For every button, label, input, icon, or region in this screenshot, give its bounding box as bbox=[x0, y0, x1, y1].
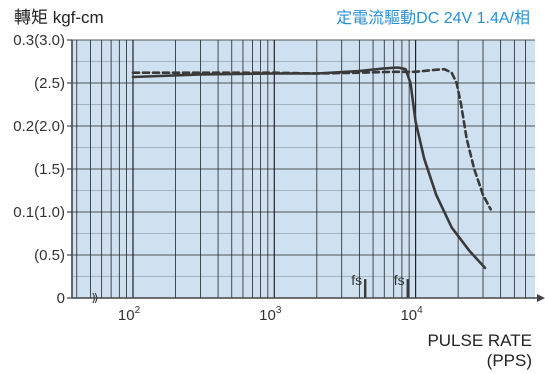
x-axis-arrow bbox=[537, 294, 545, 302]
x-axis-title-line2: (PPS) bbox=[487, 351, 532, 370]
x-tick-base: 10 bbox=[259, 307, 276, 324]
annotation-layer: fs fs bbox=[351, 272, 409, 298]
axes bbox=[67, 39, 545, 304]
y-tick-label: (1.5) bbox=[34, 161, 65, 178]
x-axis-title-line1: PULSE RATE bbox=[427, 331, 532, 350]
series-layer bbox=[131, 66, 493, 270]
x-tick-base: 10 bbox=[400, 307, 417, 324]
chart-title-right: 定電流驅動DC 24V 1.4A/相 bbox=[336, 9, 530, 27]
fs-marker-label: fs bbox=[351, 272, 362, 288]
chart-title-left: 轉矩 kgf-cm bbox=[14, 8, 104, 27]
x-tick-label: 104 bbox=[400, 305, 423, 324]
x-tick-label: 102 bbox=[118, 305, 141, 324]
fs-marker-label: fs bbox=[394, 272, 405, 288]
x-tick-label: 103 bbox=[259, 305, 282, 324]
y-tick-label: (2.5) bbox=[34, 75, 65, 92]
y-tick-label: 0 bbox=[57, 290, 65, 307]
axis-break-mark bbox=[92, 292, 98, 304]
y-tick-label: 0.2(2.0) bbox=[13, 118, 65, 135]
x-tick-exponent: 4 bbox=[417, 305, 423, 316]
y-tick-label: 0.1(1.0) bbox=[13, 204, 65, 221]
x-tick-exponent: 2 bbox=[135, 305, 141, 316]
x-tick-exponent: 3 bbox=[276, 305, 282, 316]
tick-labels: 0.3(3.0) (2.5) 0.2(2.0) (1.5) 0.1(1.0) (0.5) 0… bbox=[13, 32, 423, 324]
y-tick-label: (0.5) bbox=[34, 247, 65, 264]
y-tick-label: 0.3(3.0) bbox=[13, 32, 65, 49]
grid bbox=[72, 39, 535, 298]
x-tick-base: 10 bbox=[118, 307, 135, 324]
series-line-dashed bbox=[131, 67, 493, 211]
